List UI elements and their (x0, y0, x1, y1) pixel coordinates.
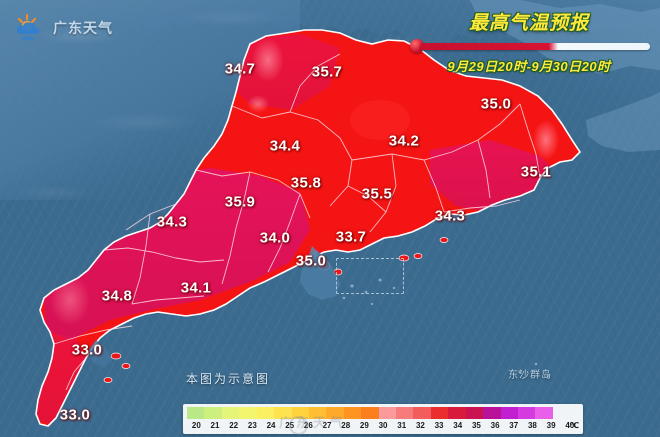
sun-cloud-icon (14, 12, 48, 44)
colorbar-swatch (361, 407, 379, 419)
brand-logo: 广东天气 (14, 12, 113, 44)
colorbar-swatch (187, 407, 205, 419)
colorbar-swatch (500, 407, 519, 419)
offshore-island-dots (342, 278, 550, 378)
colorbar-tick: 27 (322, 421, 332, 430)
colorbar-tick: 23 (247, 421, 257, 430)
colorbar-tick: 30 (378, 421, 388, 430)
colorbar-swatch (239, 407, 257, 419)
thermometer-tube-icon (420, 42, 650, 50)
colorbar-tick: 22 (229, 421, 239, 430)
colorbar-tick: 20 (191, 421, 201, 430)
dongsha-islands-label: 东沙群岛 (508, 370, 552, 381)
neighbouring-land (0, 0, 660, 152)
colorbar-gradient (187, 407, 553, 419)
colorbar-swatch (413, 407, 431, 419)
logo-label: 广东天气 (53, 20, 113, 36)
colorbar-swatch (465, 407, 484, 419)
colorbar-tick: 40 (565, 421, 575, 430)
colorbar-swatch (326, 407, 344, 419)
colorbar-tick: 28 (341, 421, 351, 430)
colorbar-tick: 31 (397, 421, 407, 430)
colorbar-tick: 25 (285, 421, 295, 430)
forecast-period: 9月29日20时-9月30日20时 (447, 59, 611, 74)
temperature-colorbar-legend: 20 21 22 23 24 25 26 27 28 29 30 31 32 33 34 35 36 37 38 39… (183, 404, 583, 435)
thermometer-graphic (406, 38, 652, 54)
colorbar-tick: 24 (266, 421, 276, 430)
colorbar-swatch (483, 407, 501, 419)
colorbar-tick: 34 (453, 421, 463, 430)
colorbar-swatch (518, 407, 536, 419)
colorbar-tick: 29 (359, 421, 369, 430)
colorbar-swatch (343, 407, 362, 419)
colorbar-unit-label: ℃ (569, 421, 579, 430)
colorbar-tick: 33 (434, 421, 444, 430)
colorbar-tick: 26 (303, 421, 313, 430)
province-boundary (35, 29, 582, 427)
inset-detail-box (336, 258, 404, 294)
colorbar-tick-labels: 20 21 22 23 24 25 26 27 28 29 30 31 32 33 34 35 36 37 38 39… (187, 419, 579, 433)
colorbar-swatch (204, 407, 222, 419)
colorbar-tick: 21 (210, 421, 220, 430)
map-title: 最高气温预报 (468, 13, 589, 34)
colorbar-tick: 35 (471, 421, 481, 430)
colorbar-swatch (378, 407, 397, 419)
colorbar-swatch (291, 407, 309, 419)
title-block: 最高气温预报 9月29日20时-9月30日20时 (406, 8, 652, 75)
pearl-river-estuary (300, 246, 340, 300)
colorbar-swatch (256, 407, 275, 419)
prefecture-boundaries (53, 53, 541, 391)
colorbar-swatch (221, 407, 240, 419)
colorbar-swatch (535, 407, 553, 419)
colorbar-tick: 38 (527, 421, 537, 430)
colorbar-tick: 32 (415, 421, 425, 430)
colorbar-tick: 37 (509, 421, 519, 430)
colorbar-swatch (274, 407, 292, 419)
colorbar-swatch (396, 407, 414, 419)
colorbar-swatch (430, 407, 449, 419)
schematic-note: 本图为示意图 (186, 372, 271, 386)
colorbar-swatch (448, 407, 466, 419)
colorbar-tick: 39 (546, 421, 556, 430)
colorbar-swatch (308, 407, 327, 419)
peninsula-channel (88, 340, 112, 368)
thermometer-bulb-icon (410, 39, 424, 53)
colorbar-tick: 36 (490, 421, 500, 430)
